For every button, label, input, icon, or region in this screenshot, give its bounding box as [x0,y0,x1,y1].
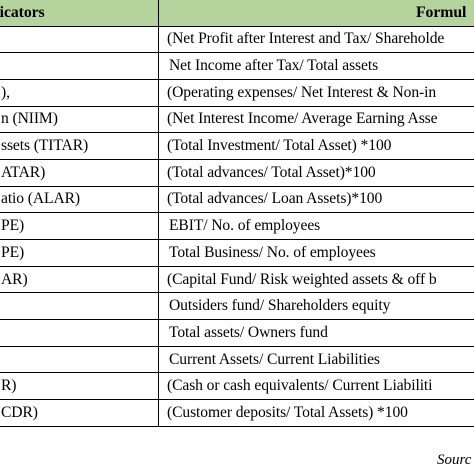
indicator-cell: AR) [1,270,28,288]
table-row: (Net Profit after Interest and Tax/ Shar… [0,26,474,54]
header-formula: Formul [158,0,474,26]
header-indicators-label: dicators [0,3,45,21]
table-row: Current Assets/ Current Liabilities [0,346,474,374]
table-row: n (NIIM) (Net Interest Income/ Average E… [0,106,474,134]
indicator-cell: n (NIIM) [1,110,58,128]
indicator-cell: PE) [1,243,25,261]
formula-cell: (Capital Fund/ Risk weighted assets & of… [158,266,474,293]
indicator-cell: PE) [1,217,25,235]
table-row: Outsiders fund/ Shareholders equity [0,293,474,321]
indicator-cell: CDR) [1,403,38,421]
table-row: atio (ALAR) (Total advances/ Loan Assets… [0,186,474,214]
header-indicators: dicators [0,0,158,26]
table-row: Total assets/ Owners fund [0,320,474,347]
indicator-cell [0,53,158,79]
formula-cell: EBIT/ No. of employees [158,213,474,239]
formula-cell: Current Assets/ Current Liabilities [158,346,474,373]
table-row: ATAR) (Total advances/ Total Asset)*100 [0,159,474,187]
table-header-row: dicators Formul [0,0,474,27]
formula-cell: Net Income after Tax/ Total assets [158,53,474,79]
formula-cell: (Customer deposits/ Total Assets) *100 [158,400,474,426]
formula-cell: Outsiders fund/ Shareholders equity [158,293,474,320]
table-row: AR) (Capital Fund/ Risk weighted assets … [0,266,474,294]
indicator-cell [0,27,158,53]
indicator-cell: atio (ALAR) [1,190,81,208]
formula-cell: (Total advances/ Loan Assets)*100 [158,186,474,213]
formula-cell: (Net Profit after Interest and Tax/ Shar… [158,26,474,53]
table-row: CDR) (Customer deposits/ Total Assets) *… [0,400,474,427]
formula-cell: Total assets/ Owners fund [158,320,474,346]
formula-cell: Total Business/ No. of employees [158,240,474,266]
formula-cell: (Cash or cash equivalents/ Current Liabi… [158,373,474,400]
indicator-cell: ssets (TITAR) [1,137,89,155]
indicator-cell: ), [1,83,10,101]
table-row: PE) EBIT/ No. of employees [0,213,474,240]
formula-cell: (Total Investment/ Total Asset) *100 [158,133,474,159]
indicator-cell [0,293,158,319]
formula-cell: (Net Interest Income/ Average Earning As… [158,106,474,133]
table-row: PE) Total Business/ No. of employees [0,240,474,267]
table-row: Net Income after Tax/ Total assets [0,53,474,80]
source-note: Sourc [437,452,472,468]
table-row: R) (Cash or cash equivalents/ Current Li… [0,373,474,401]
formula-cell: (Total advances/ Total Asset)*100 [158,159,474,186]
formula-cell: (Operating expenses/ Net Interest & Non-… [158,79,474,106]
indicator-cell: ATAR) [1,163,46,181]
table-row: ), (Operating expenses/ Net Interest & N… [0,79,474,107]
indicator-cell [0,320,158,346]
indicator-cell [0,347,158,373]
table-row: ssets (TITAR) (Total Investment/ Total A… [0,133,474,160]
indicator-cell: R) [1,377,17,395]
indicators-table: dicators Formul (Net Profit after Intere… [0,0,474,427]
